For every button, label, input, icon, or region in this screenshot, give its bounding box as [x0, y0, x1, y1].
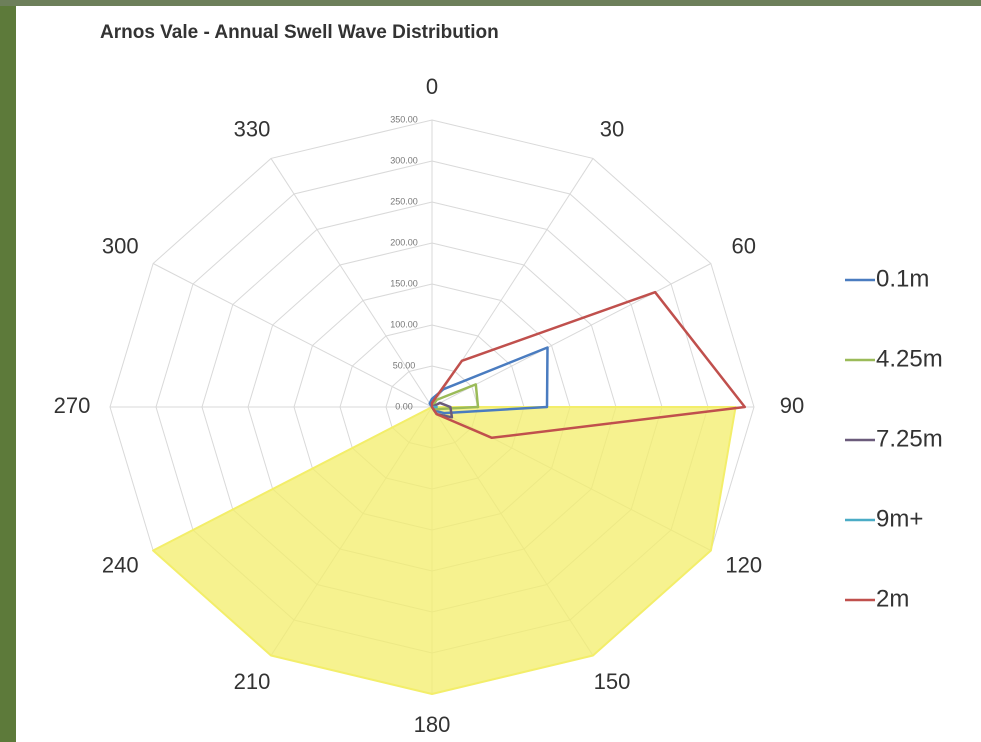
category-label: 150	[594, 669, 631, 694]
category-label: 330	[234, 117, 271, 142]
legend-label: 0.1m	[876, 265, 929, 292]
legend-label: 9m+	[876, 505, 923, 532]
y-tick-label: 200.00	[390, 237, 418, 247]
side-strip	[0, 0, 16, 742]
category-label: 90	[780, 393, 804, 418]
chart: Arnos Vale - Annual Swell Wave Distribut…	[0, 0, 981, 742]
category-label: 0	[426, 74, 438, 99]
category-label: 120	[725, 552, 762, 577]
category-label: 210	[234, 669, 271, 694]
y-tick-label: 300.00	[390, 155, 418, 165]
category-label: 300	[102, 233, 139, 258]
y-tick-label: 250.00	[390, 196, 418, 206]
legend-label: 4.25m	[876, 345, 943, 372]
legend-label: 7.25m	[876, 425, 943, 452]
y-tick-label: 0.00	[395, 401, 413, 411]
chart-title: Arnos Vale - Annual Swell Wave Distribut…	[100, 22, 499, 43]
y-tick-label: 350.00	[390, 114, 418, 124]
y-tick-label: 150.00	[390, 278, 418, 288]
category-label: 60	[732, 233, 756, 258]
category-label: 30	[600, 117, 624, 142]
top-strip	[0, 0, 981, 6]
category-label: 240	[102, 552, 139, 577]
category-label: 270	[54, 393, 91, 418]
page: Arnos Vale - Annual Swell Wave Distribut…	[0, 0, 981, 742]
legend-label: 2m	[876, 585, 909, 612]
y-tick-label: 100.00	[390, 319, 418, 329]
category-label: 180	[414, 712, 451, 737]
y-tick-label: 50.00	[393, 360, 416, 370]
